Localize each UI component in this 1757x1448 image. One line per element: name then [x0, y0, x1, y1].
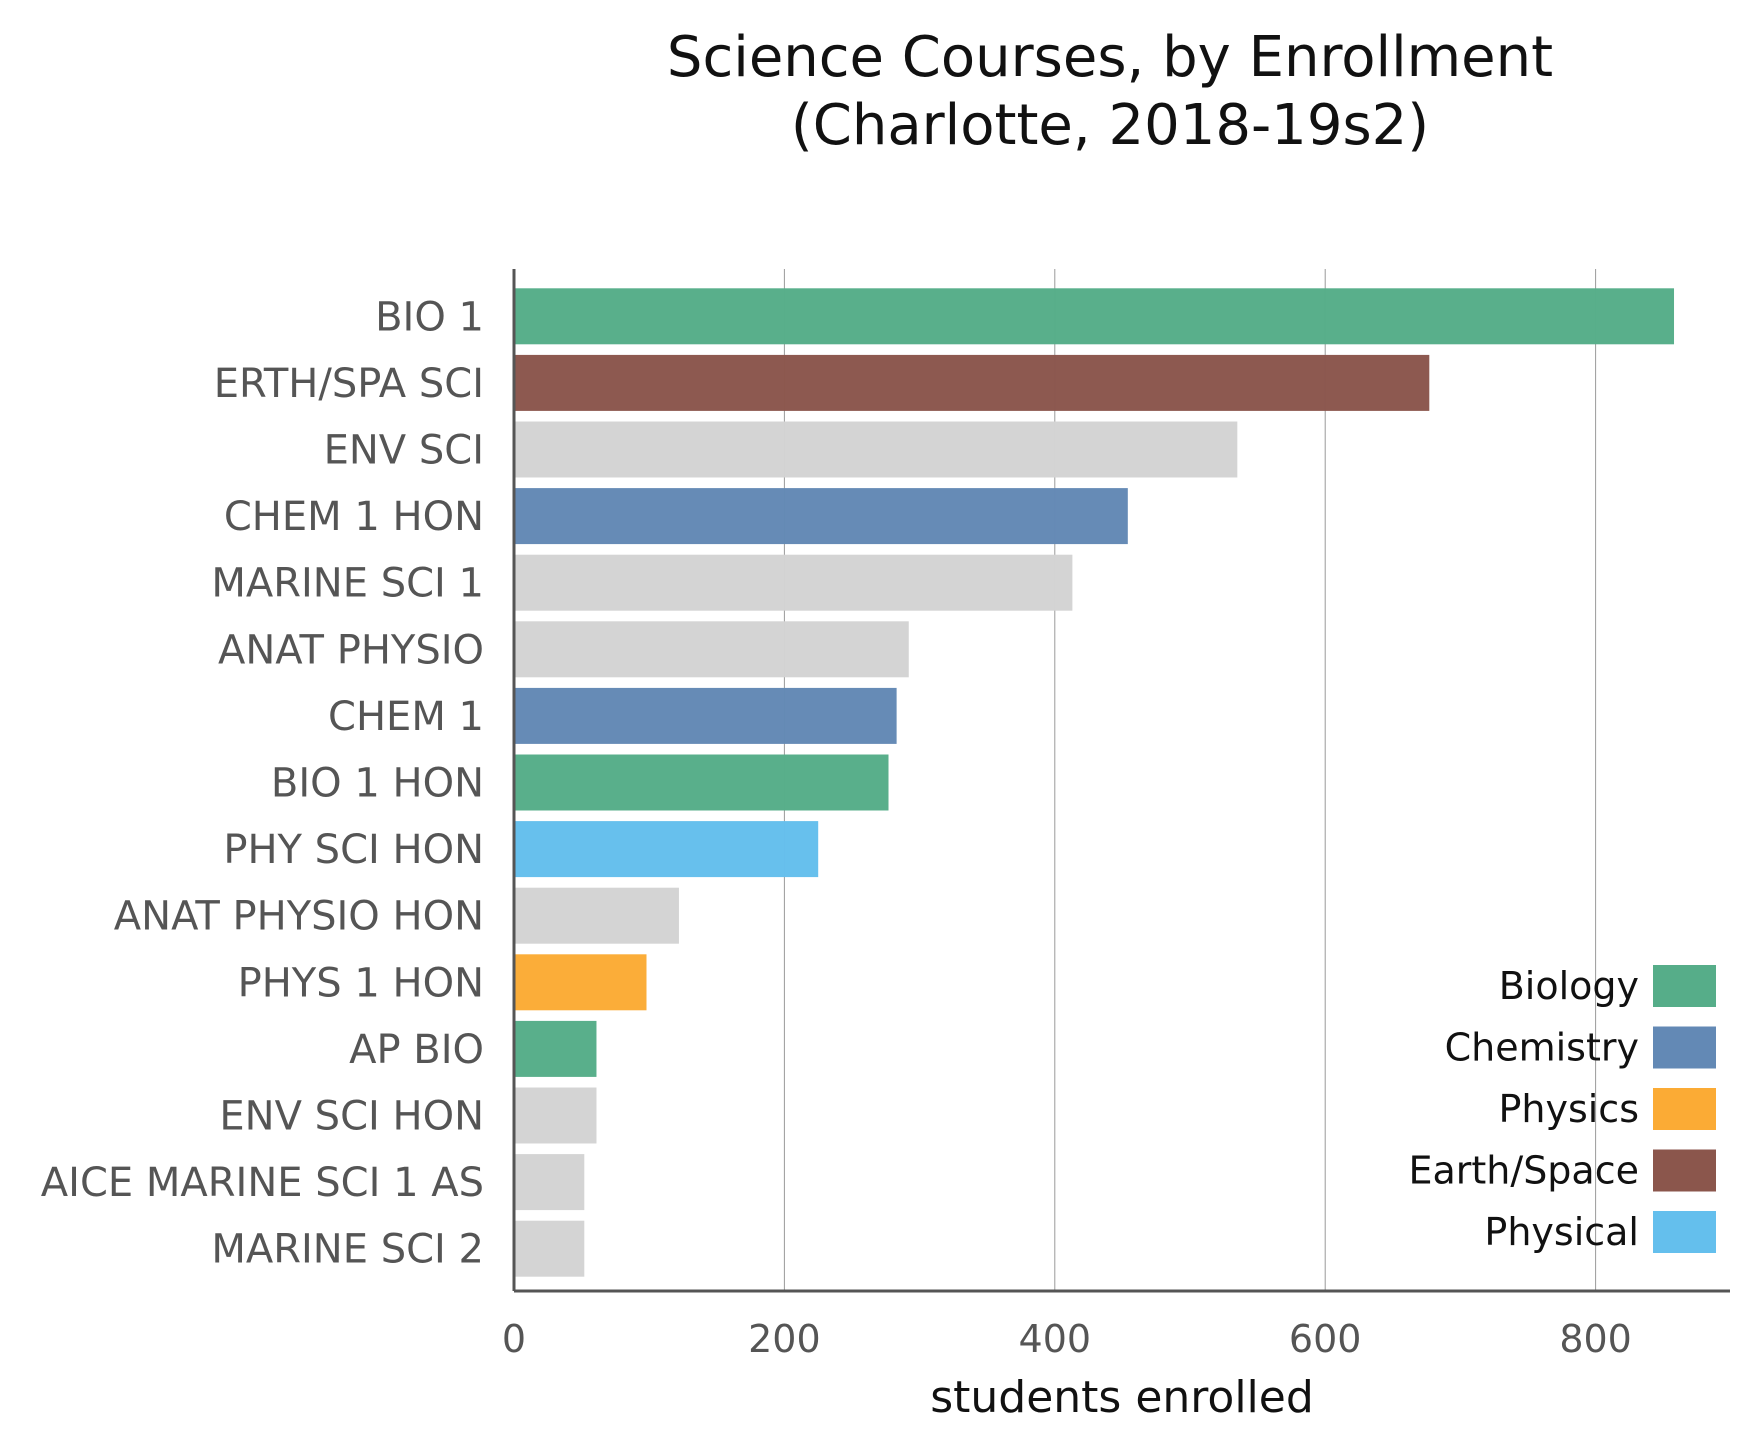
bar-9: [515, 887, 679, 944]
category-label-0: BIO 1: [375, 294, 484, 340]
legend-swatch-1: [1653, 1026, 1716, 1069]
bar-7: [515, 754, 889, 811]
legend-swatch-4: [1653, 1211, 1716, 1253]
bar-11: [515, 1020, 597, 1077]
category-label-8: PHY SCI HON: [223, 827, 484, 873]
category-labels: BIO 1 ERTH/SPA SCI ENV SCI CHEM 1 HON MARINE…: [41, 294, 484, 1272]
category-label-2: ENV SCI: [324, 428, 484, 474]
x-tick-label-0: 0: [502, 1317, 526, 1361]
bar-8: [515, 821, 819, 878]
legend-swatch-2: [1653, 1088, 1716, 1130]
category-label-11: AP BIO: [349, 1027, 484, 1073]
legend-swatch-3: [1653, 1149, 1716, 1192]
legend-label-1: Chemistry: [1445, 1026, 1639, 1070]
bars: [515, 288, 1675, 1277]
legend-label-2: Physics: [1498, 1087, 1639, 1131]
chart-title: Science Courses, by Enrollment: [667, 25, 1553, 90]
bar-5: [515, 621, 909, 678]
legend: Biology Chemistry Physics Earth/Space Physic…: [1408, 964, 1716, 1254]
bar-1: [515, 354, 1430, 411]
bar-14: [515, 1220, 585, 1277]
category-label-4: MARINE SCI 1: [211, 561, 484, 607]
category-label-13: AICE MARINE SCI 1 AS: [41, 1160, 484, 1206]
legend-label-0: Biology: [1499, 964, 1639, 1008]
bar-0: [515, 288, 1675, 345]
legend-swatch-0: [1653, 965, 1716, 1007]
bar-13: [515, 1154, 585, 1211]
x-axis-label: students enrolled: [930, 1372, 1314, 1423]
category-label-5: ANAT PHYSIO: [218, 627, 484, 673]
category-label-7: BIO 1 HON: [271, 761, 484, 807]
bar-6: [515, 687, 897, 744]
bar-12: [515, 1087, 597, 1144]
x-tick-label-1: 200: [748, 1317, 821, 1361]
category-label-14: MARINE SCI 2: [211, 1227, 484, 1273]
x-tick-label-3: 600: [1289, 1317, 1362, 1361]
axes: [512, 269, 1730, 1293]
x-tick-label-4: 800: [1559, 1317, 1632, 1361]
bar-10: [515, 954, 647, 1011]
bar-2: [515, 421, 1238, 478]
category-label-1: ERTH/SPA SCI: [214, 361, 484, 407]
bar-3: [515, 488, 1128, 545]
category-label-6: CHEM 1: [328, 694, 484, 740]
x-tick-labels: 0 200 400 600 800: [502, 1317, 1632, 1361]
x-tick-label-2: 400: [1019, 1317, 1092, 1361]
category-label-12: ENV SCI HON: [219, 1094, 484, 1140]
legend-label-4: Physical: [1484, 1210, 1639, 1254]
legend-label-3: Earth/Space: [1408, 1149, 1639, 1193]
category-label-9: ANAT PHYSIO HON: [114, 894, 484, 940]
category-label-3: CHEM 1 HON: [224, 494, 484, 540]
chart-subtitle: (Charlotte, 2018-19s2): [791, 93, 1429, 158]
bar-4: [515, 554, 1073, 611]
category-label-10: PHYS 1 HON: [238, 960, 484, 1006]
